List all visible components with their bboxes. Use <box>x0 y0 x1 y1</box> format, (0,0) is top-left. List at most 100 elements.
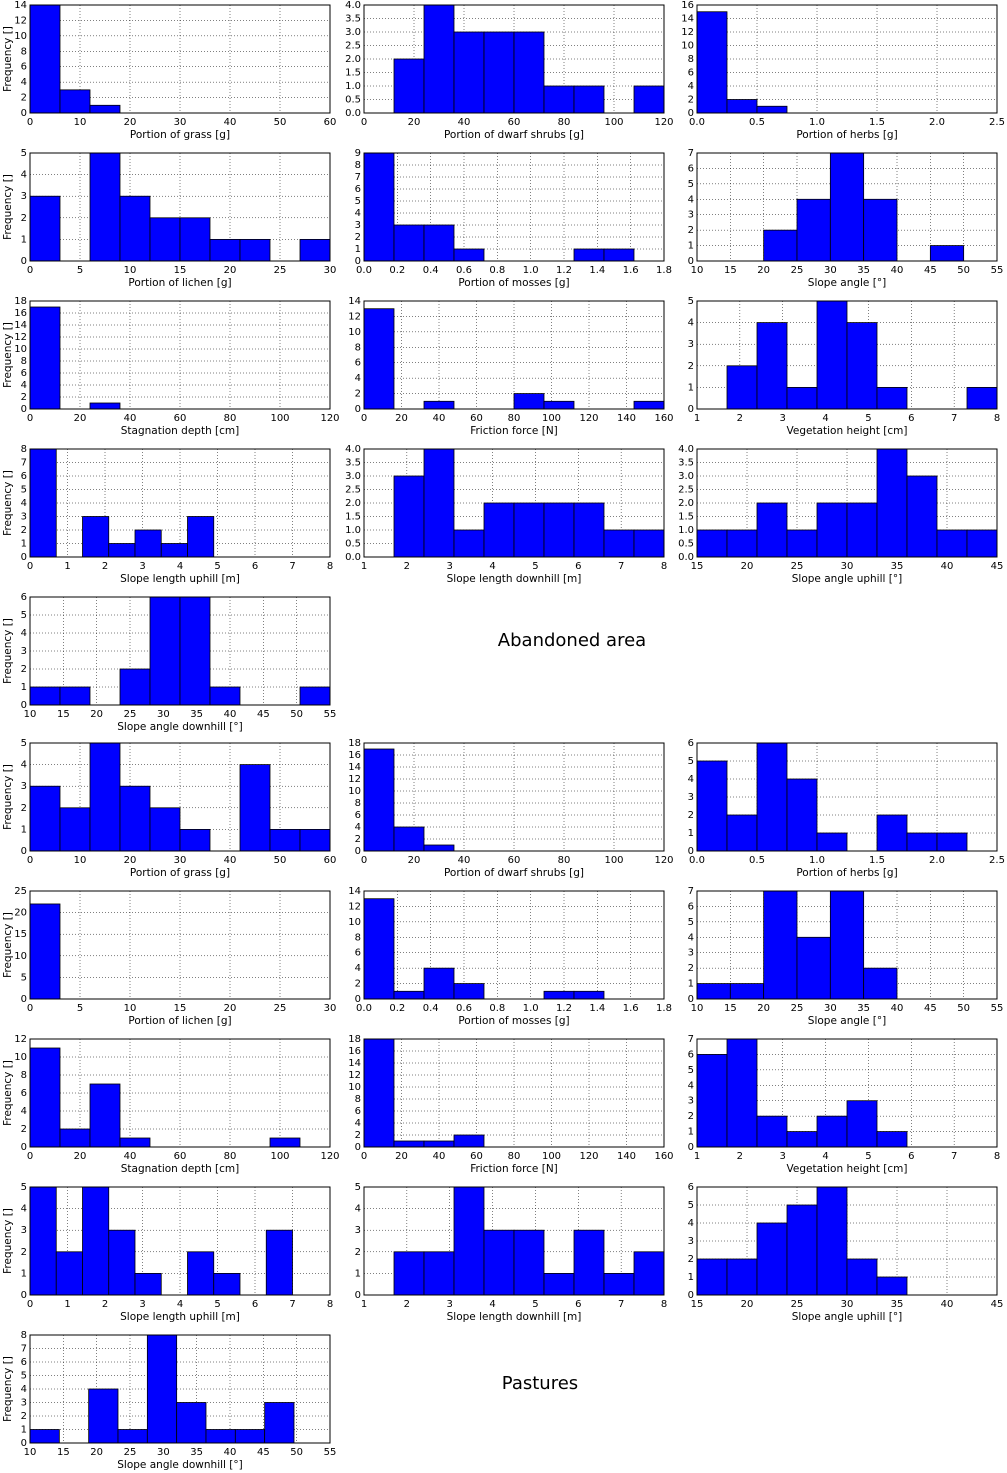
plot-frame <box>29 1186 331 1296</box>
y-tick-label: 0 <box>355 404 361 415</box>
histogram-bar <box>729 983 765 1000</box>
histogram-bar <box>543 400 575 410</box>
x-tick-label: 20 <box>124 117 137 128</box>
x-tick-label: 160 <box>654 413 673 424</box>
x-tick-label: 30 <box>174 117 187 128</box>
histogram-panel: 0 10 20 30 40 50 60 0 1 2 3 4 5 Portion of grass [g] F… <box>2 738 336 879</box>
histogram-bar <box>363 898 395 1000</box>
x-axis-label: Stagnation depth [cm] <box>121 1163 240 1175</box>
histogram-bar <box>89 104 121 114</box>
histogram-bar <box>603 529 635 558</box>
x-tick-label: 20 <box>408 117 421 128</box>
x-tick-label: 45 <box>991 561 1004 572</box>
x-tick-label: 5 <box>532 1299 538 1310</box>
histogram-panel: 0 5 10 15 20 25 30 0 5 10 15 20 25 Portion of lichen … <box>2 886 336 1027</box>
y-tick-label: 1 <box>688 979 694 990</box>
histogram-bar <box>763 890 798 1000</box>
x-axis-label: Portion of dwarf shrubs [g] <box>444 867 584 879</box>
y-tick-label: 6 <box>21 62 27 73</box>
x-tick-label: 50 <box>290 1447 303 1458</box>
histogram-bar <box>59 686 91 706</box>
x-tick-label: 25 <box>791 1299 804 1310</box>
histogram-bar <box>29 448 57 558</box>
histogram-bar <box>234 1429 266 1444</box>
x-tick-label: 3 <box>780 1151 786 1162</box>
x-tick-label: 15 <box>724 265 737 276</box>
histogram-bar <box>149 596 181 706</box>
x-tick-label: 60 <box>174 413 187 424</box>
histogram-bar <box>756 742 788 852</box>
histogram-bar <box>876 814 908 852</box>
y-tick-label: 14 <box>348 1058 361 1069</box>
y-tick-label: 7 <box>21 458 27 469</box>
histogram-bar <box>82 1186 110 1296</box>
x-axis-label: Slope angle [°] <box>808 277 886 289</box>
histogram-bar <box>29 4 61 114</box>
x-tick-label: 1.8 <box>656 265 672 276</box>
plot-frame <box>29 596 331 706</box>
y-tick-label: 10 <box>348 1082 361 1093</box>
y-tick-label: 2 <box>688 963 694 974</box>
x-tick-label: 4 <box>489 1299 495 1310</box>
x-tick-label: 20 <box>224 265 237 276</box>
y-tick-label: 3 <box>355 1225 361 1236</box>
y-tick-label: 5 <box>688 756 694 767</box>
y-tick-label: 5 <box>355 1182 361 1193</box>
histogram-bar <box>179 829 211 852</box>
y-tick-label: 5 <box>688 1200 694 1211</box>
y-tick-label: 10 <box>14 31 27 42</box>
x-axis-label: Portion of dwarf shrubs [g] <box>444 129 584 141</box>
histogram-bar <box>929 245 965 262</box>
histogram-panel: 0.0 0.2 0.4 0.6 0.8 1.0 1.2 1.4 1.6 1.8 0123456789… <box>355 148 672 289</box>
y-tick-label: 1.5 <box>678 512 694 523</box>
x-tick-label: 35 <box>190 709 203 720</box>
y-tick-label: 2.5 <box>678 485 694 496</box>
x-tick-label: 2 <box>404 1299 410 1310</box>
y-tick-label: 14 <box>14 320 27 331</box>
x-tick-label: 35 <box>891 1299 904 1310</box>
y-tick-label: 1 <box>21 1425 27 1436</box>
histogram-bar <box>149 807 181 852</box>
histogram-bar <box>816 1115 848 1148</box>
histogram-bar <box>756 1222 788 1296</box>
y-tick-label: 10 <box>348 327 361 338</box>
histogram-bar <box>453 529 485 558</box>
histogram-bar <box>696 760 728 852</box>
histogram-bar <box>756 105 788 114</box>
histogram-bar <box>209 686 241 706</box>
histogram-bar <box>573 248 605 262</box>
histogram-bar <box>119 785 151 852</box>
y-tick-label: 0 <box>21 994 27 1005</box>
x-tick-label: 45 <box>257 1447 270 1458</box>
y-tick-label: 1 <box>688 1127 694 1138</box>
y-axis-label: Frequency [] <box>2 1208 14 1274</box>
x-tick-label: 4 <box>177 1299 183 1310</box>
y-tick-label: 20 <box>14 908 27 919</box>
histogram-panel: 0 20 40 60 80 100 120 140 160 0 2 4 6 8 10 12 14 Friction… <box>348 296 673 437</box>
x-tick-label: 40 <box>224 709 237 720</box>
y-tick-label: 2 <box>355 834 361 845</box>
x-tick-label: 5 <box>214 1299 220 1310</box>
x-tick-label: 1 <box>64 1299 70 1310</box>
x-tick-label: 8 <box>327 1299 333 1310</box>
x-tick-label: 1.0 <box>809 855 825 866</box>
y-tick-label: 3 <box>21 1398 27 1409</box>
x-tick-label: 20 <box>757 265 770 276</box>
histogram-bar <box>876 386 908 410</box>
plot-frame <box>696 300 998 410</box>
x-tick-label: 15 <box>174 265 187 276</box>
y-tick-label: 1 <box>688 1272 694 1283</box>
x-tick-label: 0 <box>361 413 367 424</box>
y-tick-label: 12 <box>14 332 27 343</box>
x-tick-label: 80 <box>508 413 521 424</box>
plot-frame <box>29 1334 331 1444</box>
y-tick-label: 14 <box>681 14 694 25</box>
x-tick-label: 2 <box>737 1151 743 1162</box>
histogram-bar <box>453 983 485 1000</box>
y-tick-label: 4 <box>21 1204 27 1215</box>
x-tick-label: 120 <box>320 1151 339 1162</box>
histogram-bar <box>29 686 61 706</box>
x-axis-label: Slope length uphill [m] <box>120 573 240 585</box>
